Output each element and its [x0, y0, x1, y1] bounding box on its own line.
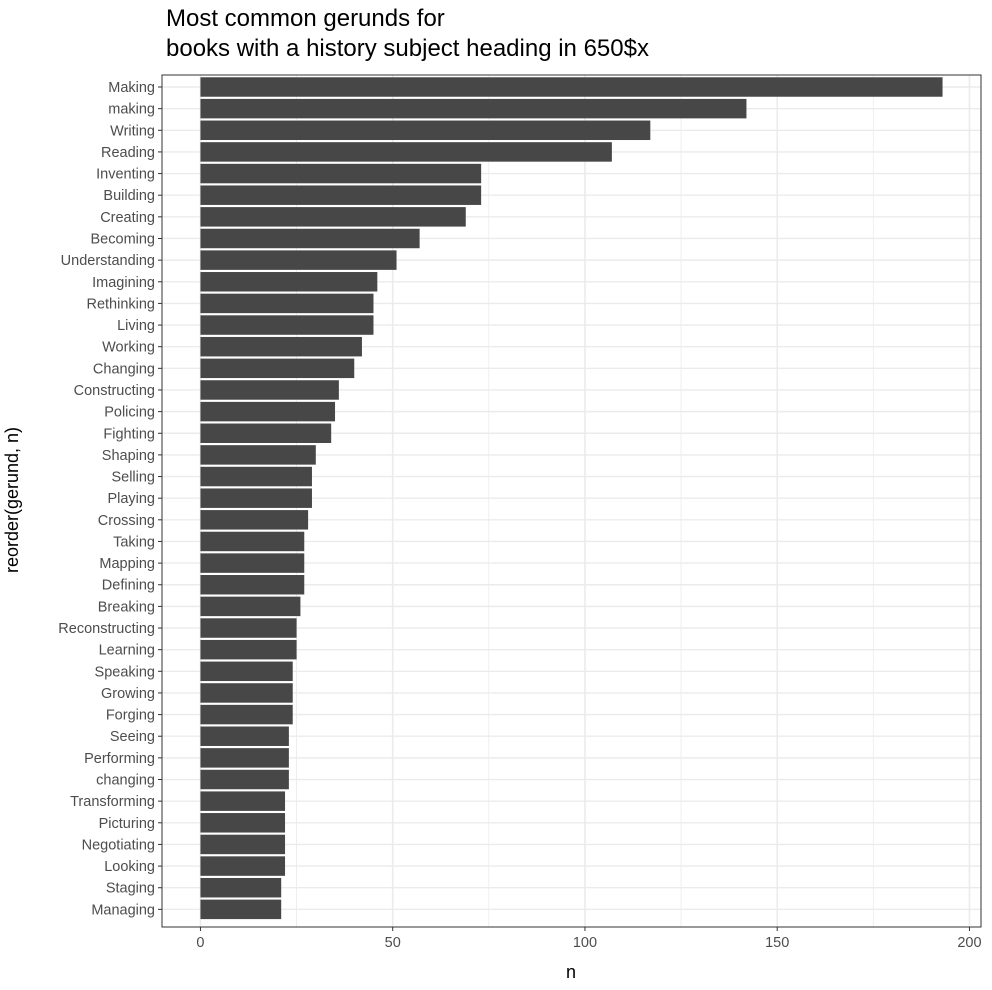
bar-Inventing — [200, 163, 482, 184]
panel-border — [161, 74, 982, 928]
chart-title: Most common gerunds for books with a his… — [166, 4, 649, 64]
y-tick-label: Speaking — [95, 664, 155, 680]
bar-Breaking — [200, 596, 301, 617]
y-tick-label: Breaking — [98, 599, 155, 615]
y-tick-label: Reconstructing — [58, 621, 155, 637]
bar-Building — [200, 185, 482, 205]
bar-Fighting — [200, 423, 332, 443]
y-tick-label: Creating — [100, 210, 155, 226]
bar-Transforming — [200, 791, 286, 811]
bar-Changing — [200, 358, 355, 379]
bar-Forging — [200, 704, 293, 725]
x-axis: 0 50 100 150 200 — [196, 927, 982, 951]
y-tick-label: Crossing — [98, 513, 155, 529]
y-tick-label: Transforming — [70, 794, 155, 810]
bar-Performing — [200, 748, 289, 768]
bar-Writing — [200, 120, 651, 141]
y-tick-label: Writing — [110, 123, 155, 139]
bar-Picturing — [200, 813, 286, 833]
y-tick-label: Looking — [104, 859, 155, 875]
bar-Reading — [200, 142, 612, 162]
y-tick-label: Staging — [106, 881, 155, 897]
y-tick-label: Working — [102, 340, 155, 356]
bar-Understanding — [200, 250, 397, 270]
bar-Working — [200, 336, 362, 357]
y-tick-label: Playing — [107, 491, 155, 507]
bar-Mapping — [200, 553, 305, 573]
bar-Selling — [200, 466, 312, 487]
y-tick-label: Forging — [106, 708, 155, 724]
chart-title-line2: books with a history subject heading in … — [166, 35, 649, 62]
y-tick-label: Selling — [111, 470, 155, 486]
y-tick-label: Living — [117, 318, 155, 334]
x-tick-label: 200 — [957, 935, 981, 951]
bar-Speaking — [200, 661, 293, 682]
bar-Defining — [200, 575, 305, 595]
x-tick-label: 50 — [385, 935, 401, 951]
y-tick-label: Defining — [102, 578, 155, 594]
bar-Creating — [200, 207, 466, 227]
y-tick-label: Shaping — [102, 448, 155, 464]
bar-Playing — [200, 488, 312, 508]
y-tick-label: Building — [103, 188, 155, 204]
chart-title-line1: Most common gerunds for — [166, 5, 445, 32]
y-tick-label: changing — [96, 773, 155, 789]
bars — [200, 77, 943, 920]
bar-changing — [200, 769, 289, 790]
bar-Seeing — [200, 726, 289, 746]
y-tick-label: Constructing — [74, 383, 155, 399]
panel-outline — [161, 74, 982, 928]
bar-Imagining — [200, 272, 378, 292]
bar-making — [200, 98, 747, 119]
y-tick-label: Policing — [104, 405, 155, 421]
x-axis-title: n — [566, 962, 576, 982]
y-tick-label: Inventing — [96, 167, 155, 183]
x-tick-label: 100 — [573, 935, 597, 951]
y-tick-label: Learning — [99, 643, 155, 659]
bar-Shaping — [200, 445, 316, 465]
bar-Constructing — [200, 380, 339, 400]
y-tick-label: Changing — [93, 361, 155, 377]
y-tick-label: Performing — [84, 751, 155, 767]
y-tick-label: Taking — [113, 534, 155, 550]
bar-Learning — [200, 639, 297, 660]
bar-Staging — [200, 877, 282, 898]
y-tick-label: making — [108, 102, 155, 118]
bar-Becoming — [200, 228, 420, 249]
y-tick-label: Mapping — [99, 556, 155, 572]
x-tick-label: 150 — [765, 935, 789, 951]
bar-Negotiating — [200, 834, 286, 855]
bar-Crossing — [200, 510, 309, 530]
bar-Growing — [200, 683, 293, 703]
y-tick-label: Understanding — [61, 253, 155, 269]
y-tick-label: Fighting — [103, 426, 155, 442]
y-tick-label: Becoming — [91, 231, 155, 247]
y-tick-label: Picturing — [99, 816, 155, 832]
y-tick-label: Imagining — [92, 275, 155, 291]
bar-Living — [200, 315, 374, 335]
bar-Making — [200, 77, 943, 97]
bar-Reconstructing — [200, 618, 297, 638]
y-tick-label: Growing — [101, 686, 155, 702]
y-tick-label: Making — [108, 80, 155, 96]
y-tick-label: Managing — [91, 902, 155, 918]
bar-Managing — [200, 899, 282, 920]
bar-Looking — [200, 856, 286, 876]
bar-Rethinking — [200, 293, 374, 314]
y-tick-label: Reading — [101, 145, 155, 161]
y-tick-label: Seeing — [110, 729, 155, 745]
y-axis-title: reorder(gerund, n) — [2, 427, 22, 573]
bar-Taking — [200, 531, 305, 552]
y-tick-label: Negotiating — [82, 837, 155, 853]
bar-Policing — [200, 401, 336, 422]
y-axis: Making making Writing Reading Inventing Build… — [58, 80, 162, 918]
y-tick-label: Rethinking — [86, 296, 155, 312]
x-tick-label: 0 — [196, 935, 204, 951]
